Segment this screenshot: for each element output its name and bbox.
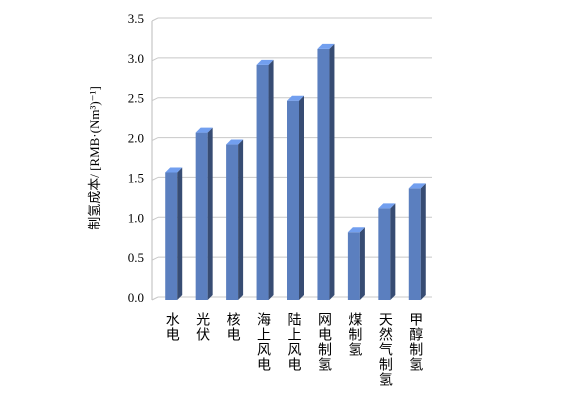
grid-edge [151,256,159,261]
bar-top [256,59,274,65]
x-tick-label: 网电制氢 [316,312,332,372]
bar-side [207,127,213,300]
bar-top [408,183,426,189]
bar-side [299,95,304,300]
x-tick-label: 水电 [164,312,180,342]
bar-side [268,59,274,300]
y-tick-label: 3.0 [128,51,144,66]
bar-side [177,167,183,300]
x-tick-label: 煤制氢 [346,312,362,357]
bar [317,48,330,301]
bar-side [238,139,244,300]
x-tick-label: 光伏 [194,312,210,342]
bar-side [329,43,335,301]
bar [287,100,299,300]
y-tick-label: 0.0 [128,290,144,305]
bar [165,172,178,300]
y-tick-label: 0.5 [128,250,144,265]
bar [378,208,391,300]
bar-top [287,95,304,101]
y-tick-label: 2.5 [128,91,144,106]
y-tick-label: 3.5 [128,11,144,26]
bar-top [165,167,183,173]
grid-edge [151,176,159,181]
bar-top [195,127,213,133]
x-tick-label: 天然气制氢 [377,312,393,387]
grid-edge [151,216,159,221]
bar-side [420,183,426,300]
y-tick-label: 2.0 [128,131,144,146]
bar-top [317,43,335,49]
y-tick-label: 1.5 [128,170,144,185]
y-tick-label: 1.0 [128,210,144,225]
bar-side [390,203,396,300]
bar [226,144,239,300]
bar-top [347,227,365,233]
bar [195,132,208,300]
bar [408,188,421,300]
bar [347,232,360,300]
x-tick-label: 核电 [225,312,241,342]
bar [256,64,269,300]
grid-edge [151,137,159,142]
bar-top [378,203,396,209]
x-tick-label: 陆上风电 [286,312,302,372]
grid-edge [151,296,159,301]
bar-side [359,227,365,300]
x-tick-label: 海上风电 [255,312,271,372]
grid-edge [151,17,159,22]
grid-edge [151,57,159,62]
x-tick-label: 甲醇制氢 [407,312,423,372]
y-axis-label: 制氢成本/ [RMB·(Nm³)⁻¹] [87,86,102,230]
grid-edge [151,97,159,102]
bar-top [226,139,244,145]
